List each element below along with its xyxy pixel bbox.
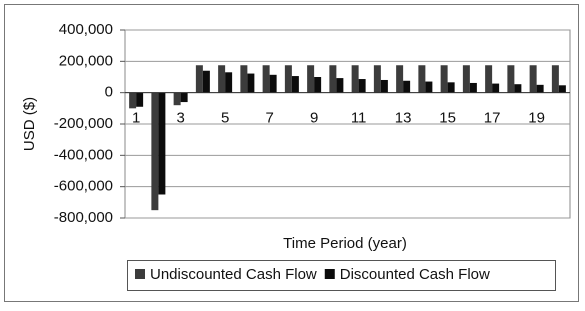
legend-label: Undiscounted Cash Flow	[150, 266, 317, 283]
y-tick-label: -200,000	[54, 115, 113, 132]
x-tick-label: 19	[528, 110, 545, 127]
bar	[425, 81, 433, 93]
bar	[284, 65, 292, 93]
bar	[247, 73, 255, 93]
x-tick-label: 3	[176, 110, 184, 127]
bar	[514, 84, 522, 93]
x-tick-label: 15	[439, 110, 456, 127]
bar	[240, 65, 248, 93]
x-tick-label: 1	[132, 110, 140, 127]
x-tick-label: 7	[265, 110, 273, 127]
bar	[418, 65, 426, 93]
legend-swatch	[324, 269, 335, 279]
bar	[485, 65, 493, 93]
bar	[262, 65, 270, 93]
bar	[373, 65, 381, 93]
bar	[396, 65, 404, 93]
bar	[307, 65, 315, 93]
bar	[380, 79, 388, 93]
legend-box	[127, 260, 556, 291]
bar	[551, 65, 559, 93]
bar	[351, 65, 359, 93]
bar	[195, 65, 203, 93]
bar	[358, 79, 366, 93]
y-tick-label: -800,000	[54, 209, 113, 226]
bar	[558, 85, 566, 93]
bar	[136, 92, 144, 107]
bar	[529, 65, 537, 93]
bar	[158, 92, 166, 195]
bar	[447, 82, 455, 93]
bar	[269, 74, 277, 93]
bar	[536, 84, 544, 93]
bar	[462, 65, 470, 93]
bar	[336, 78, 344, 93]
bar	[180, 92, 188, 103]
bar	[469, 82, 477, 93]
x-tick-label: 11	[351, 110, 367, 127]
bar	[173, 92, 181, 106]
y-tick-label: -400,000	[54, 146, 113, 163]
bar	[225, 72, 233, 93]
bar	[329, 65, 337, 93]
bar	[151, 92, 159, 211]
bar	[314, 77, 322, 93]
y-axis-title: USD ($)	[21, 97, 38, 151]
x-tick-label: 13	[395, 110, 412, 127]
y-tick-label: 200,000	[59, 52, 113, 69]
y-tick-label: 0	[105, 84, 113, 101]
bar	[129, 92, 137, 109]
bar	[492, 83, 500, 93]
bar	[440, 65, 448, 93]
x-axis-title: Time Period (year)	[283, 235, 407, 252]
y-tick-label: -600,000	[54, 178, 113, 195]
bar	[218, 65, 226, 93]
bar	[291, 76, 299, 93]
x-tick-label: 9	[310, 110, 318, 127]
bar	[202, 70, 210, 93]
x-tick-label: 17	[484, 110, 501, 127]
bar	[507, 65, 515, 93]
y-tick-label: 400,000	[59, 21, 113, 38]
bar	[403, 80, 411, 93]
legend-swatch	[135, 269, 145, 279]
x-tick-label: 5	[221, 110, 229, 127]
legend-label: Discounted Cash Flow	[340, 266, 490, 283]
